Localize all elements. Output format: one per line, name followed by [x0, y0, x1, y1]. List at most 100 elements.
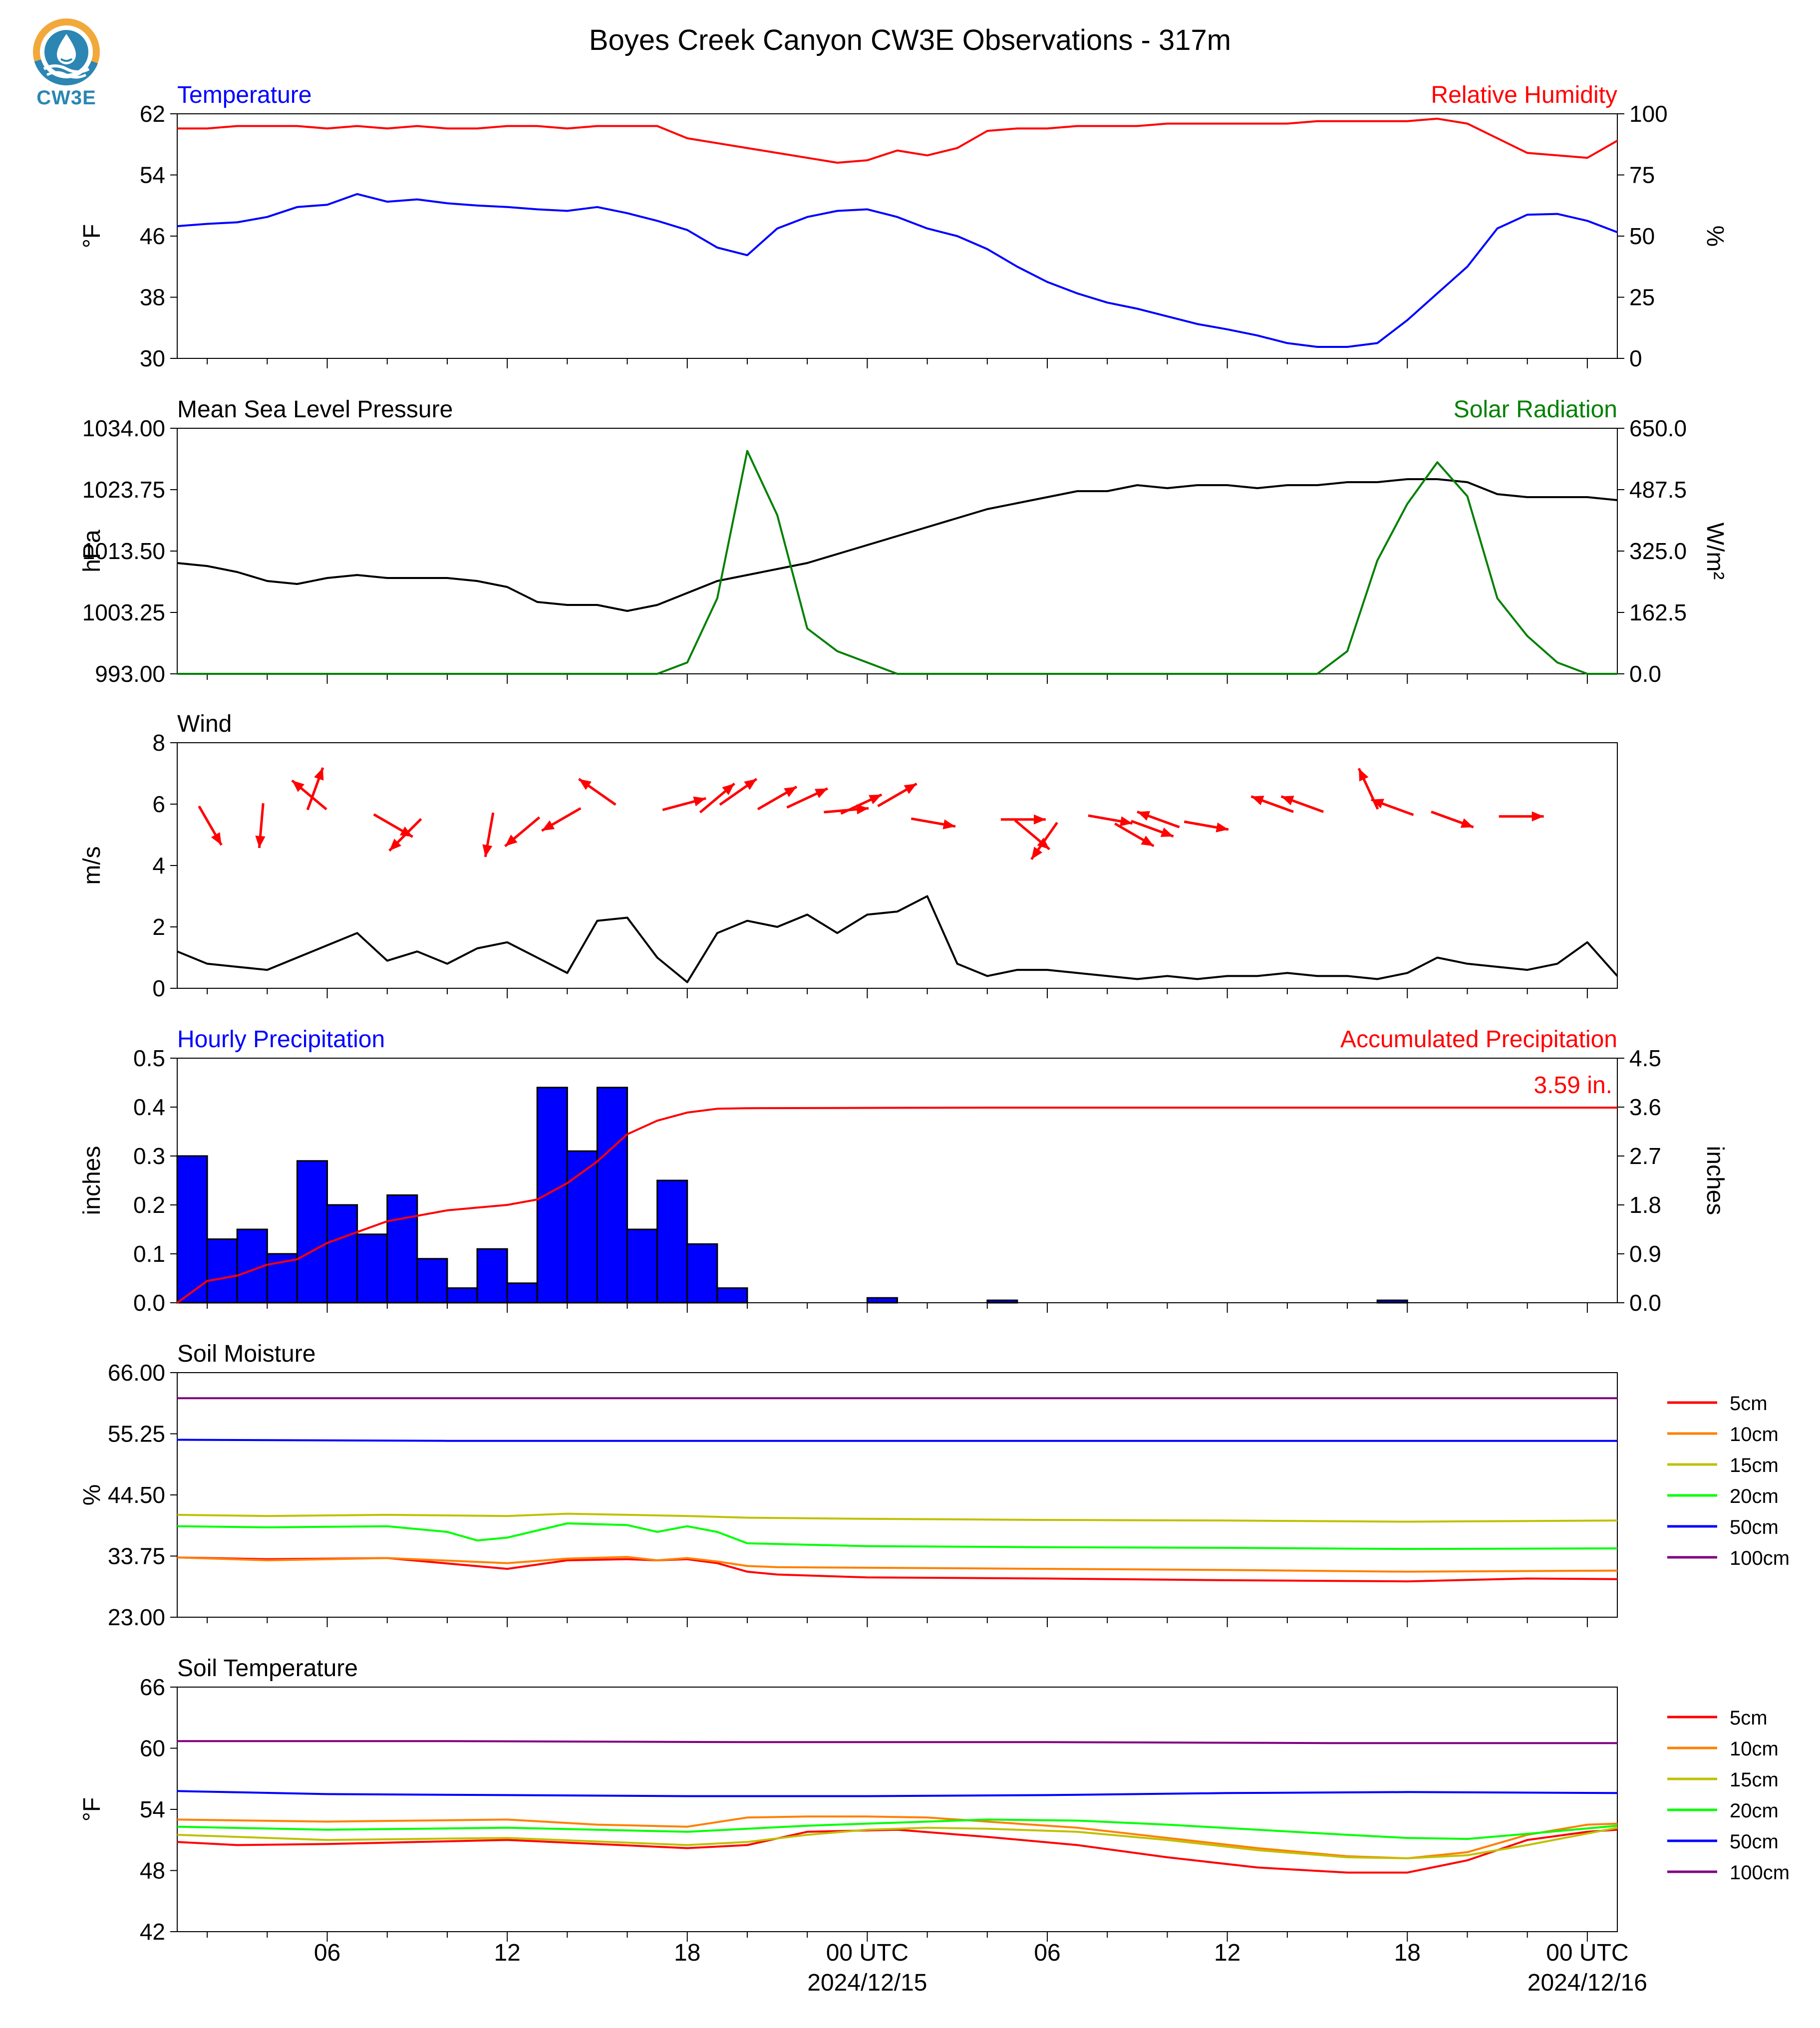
water-drop-icon [33, 18, 100, 85]
logo-text: CW3E [36, 87, 96, 109]
legend-label: 15cm [1730, 1769, 1779, 1791]
accum-total-label: 3.59 in. [1534, 1072, 1612, 1099]
y-tick-label: 60 [140, 1736, 165, 1761]
panel-0-ylabel: °F [79, 224, 105, 249]
legend-label: 20cm [1730, 1485, 1779, 1507]
wind-arrow-head [211, 832, 222, 846]
panel-0-title: Temperature [177, 82, 311, 108]
y-tick-label: 42 [140, 1919, 165, 1945]
wind-arrow-head [1281, 796, 1294, 806]
wind-arrow-head [292, 780, 304, 792]
y-right-tick-label: 4.5 [1629, 1045, 1661, 1071]
precip-bar [326, 1204, 358, 1304]
series-10cm [177, 1815, 1618, 1859]
y-tick-label: 23.00 [108, 1604, 165, 1630]
y-tick-label: 2 [152, 914, 165, 940]
wind-arrow-head [314, 767, 324, 781]
wind-arrow-head [1531, 811, 1544, 822]
wind-arrow-head [1037, 838, 1050, 850]
series-10cm [177, 1556, 1618, 1573]
panel-4-title: Soil Moisture [177, 1341, 315, 1367]
legend-label: 10cm [1730, 1738, 1779, 1760]
figure-title: Boyes Creek Canyon CW3E Observations - 3… [589, 24, 1231, 56]
series-15cm [177, 1826, 1618, 1859]
y-tick-label: 0.0 [133, 1290, 165, 1316]
series-50cm [177, 1790, 1618, 1797]
series-15cm [177, 1512, 1618, 1523]
series-accumulated-precipitation [176, 1107, 1617, 1304]
y-tick-label: 44.50 [108, 1482, 165, 1508]
y-tick-label: 4 [152, 853, 165, 878]
y-tick-label: 993.00 [95, 661, 165, 687]
wind-arrow-head [389, 839, 402, 851]
y-tick-label: 55.25 [108, 1421, 165, 1447]
panel-5-frame [177, 1687, 1618, 1932]
legend-label: 5cm [1730, 1707, 1768, 1729]
wind-arrow-head [579, 779, 592, 790]
y-right-tick-label: 0 [1629, 345, 1642, 371]
y-right-tick-label: 3.6 [1629, 1094, 1661, 1120]
precip-bar [476, 1248, 508, 1304]
cw3e-logo: CW3E [29, 17, 104, 109]
y-right-tick-label: 325.0 [1629, 538, 1687, 564]
wind-arrow-head [1031, 847, 1043, 860]
y-tick-label: 0.5 [133, 1045, 165, 1071]
panel-1-title: Mean Sea Level Pressure [177, 396, 453, 423]
wind-arrow-head [693, 796, 706, 807]
precip-bar [1376, 1299, 1408, 1304]
panel-3-ylabel-right: inches [1702, 1146, 1728, 1215]
wind-arrow-head [784, 787, 797, 797]
y-right-tick-label: 162.5 [1629, 599, 1687, 625]
legend-label: 10cm [1730, 1424, 1779, 1446]
panel-5-title: Soil Temperature [177, 1655, 358, 1682]
y-right-tick-label: 0.0 [1629, 1290, 1661, 1316]
wind-arrow-head [942, 819, 955, 830]
x-tick-label: 12 [494, 1940, 520, 1966]
legend-label: 5cm [1730, 1393, 1768, 1415]
y-tick-label: 0.2 [133, 1192, 165, 1218]
y-tick-label: 48 [140, 1858, 165, 1884]
y-tick-label: 66 [140, 1674, 165, 1700]
y-tick-label: 33.75 [108, 1543, 165, 1569]
y-right-tick-label: 487.5 [1629, 477, 1687, 503]
series-wind [177, 895, 1618, 983]
x-tick-label: 18 [1394, 1940, 1421, 1966]
y-right-tick-label: 25 [1629, 285, 1655, 310]
precip-bar [536, 1087, 568, 1304]
y-tick-label: 0.3 [133, 1143, 165, 1169]
wind-arrow-head [1033, 814, 1046, 825]
panel-1-ylabel-right: W/m² [1702, 523, 1728, 580]
y-tick-label: 54 [140, 162, 165, 188]
series-temperature [177, 193, 1618, 348]
panel-3-ylabel: inches [79, 1146, 105, 1215]
x-tick-label: 06 [1034, 1940, 1060, 1966]
wind-arrow-head [722, 783, 735, 795]
y-right-tick-label: 650.0 [1629, 415, 1687, 441]
series-solar-radiation [177, 450, 1617, 675]
panel-5-ylabel: °F [79, 1797, 105, 1822]
y-tick-label: 30 [140, 345, 165, 371]
precip-bar [566, 1150, 598, 1304]
y-right-tick-label: 0.9 [1629, 1241, 1661, 1267]
precip-bar [686, 1243, 718, 1304]
y-tick-label: 66.00 [108, 1360, 165, 1386]
precip-bar [206, 1238, 238, 1304]
y-right-tick-label: 100 [1629, 101, 1668, 127]
wind-arrow-head [505, 835, 518, 847]
y-tick-label: 1003.25 [82, 599, 165, 625]
series-5cm [177, 1556, 1618, 1583]
series-relative-humidity [177, 117, 1618, 164]
y-tick-label: 1013.50 [82, 538, 165, 564]
panel-1-title-right: Solar Radiation [1454, 396, 1617, 423]
y-right-tick-label: 75 [1629, 162, 1655, 188]
wind-arrow-head [1359, 768, 1369, 782]
wind-arrow-head [1137, 811, 1151, 821]
legend-label: 100cm [1730, 1547, 1790, 1569]
wind-arrow-head [542, 820, 555, 831]
x-tick-label: 18 [674, 1940, 700, 1966]
panel-0-ylabel-right: % [1702, 226, 1728, 247]
panel-2-frame [177, 742, 1618, 989]
x-tick-label: 06 [314, 1940, 340, 1966]
